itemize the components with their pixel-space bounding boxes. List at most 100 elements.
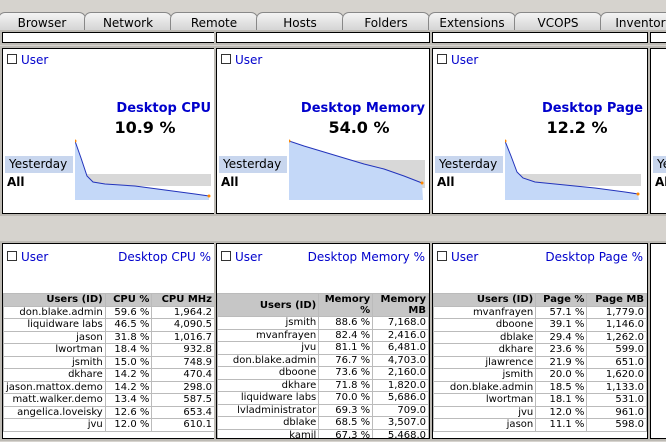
icon	[7, 251, 17, 261]
cell: angelica.loveisky	[3, 405, 106, 419]
sparkline	[289, 139, 425, 200]
tab[interactable]: Hosts	[256, 12, 344, 33]
cell: 11.1 %	[535, 418, 588, 432]
cell: 69.3 %	[318, 403, 374, 417]
cell: 470.4	[151, 368, 215, 382]
user-link[interactable]: User	[451, 53, 479, 67]
sparkline	[75, 139, 211, 200]
table-row: don.blake.admin 76.7 % 4,703.0	[217, 353, 429, 367]
cell: dblake	[433, 330, 537, 344]
start-dot	[289, 139, 291, 143]
end-dot	[420, 181, 424, 185]
row-strip	[216, 32, 430, 43]
icon	[7, 54, 17, 64]
tab[interactable]: VCOPS	[514, 12, 602, 33]
cell: jvu	[3, 418, 106, 432]
table-row: dkhare 71.8 % 1,820.0	[217, 378, 429, 392]
user-table: Users (ID) Page % Page MB mvanfrayen 57.1 % 1…	[433, 293, 647, 432]
cell: 653.4	[151, 405, 215, 419]
summary-panel: User Desktop Page 12.2 % Yesterday All	[432, 48, 648, 214]
table-panel: User Desktop Page % Users (ID) Page % Page M…	[432, 243, 648, 439]
cell: 748.9	[151, 355, 215, 369]
cell: 1,620.0	[586, 368, 647, 382]
cell: 709.0	[372, 403, 429, 417]
user-table: Users (ID) Memory % Memory MB jsmith 88.6 % 7…	[217, 293, 429, 438]
cell: dkhare	[217, 378, 320, 392]
table-row: jvu 12.0 % 610.1	[3, 418, 215, 432]
table-row: jlawrence 21.9 % 651.0	[433, 355, 647, 369]
table-row: dkhare 14.2 % 470.4	[3, 368, 215, 382]
metric-title: Desktop Page	[541, 101, 643, 116]
tab[interactable]: Inventory	[600, 12, 666, 33]
cell: don.blake.admin	[433, 380, 537, 394]
cell: 7,168.0	[372, 316, 429, 330]
cell: 1,016.7	[151, 330, 215, 344]
cell: 6,481.0	[372, 341, 429, 355]
period: Yesterday	[653, 156, 666, 173]
area	[505, 141, 639, 200]
cell: 2,160.0	[372, 366, 429, 380]
cell: mvanfrayen	[217, 328, 320, 342]
scope: All	[655, 175, 666, 189]
tab[interactable]: Folders	[342, 12, 430, 33]
header-row: Users (ID) Page % Page MB	[433, 293, 647, 307]
cell: 71.8 %	[318, 378, 374, 392]
table-title: Desktop Page %	[545, 250, 643, 264]
cell: 68.5 %	[318, 416, 374, 430]
user-link[interactable]: User	[21, 250, 49, 264]
table-row: jsmith 20.0 % 1,620.0	[433, 368, 647, 382]
cell: 587.5	[151, 393, 215, 407]
tab[interactable]: Network	[84, 12, 172, 33]
cell: 21.9 %	[535, 355, 588, 369]
column-header: CPU MHz	[151, 293, 215, 307]
cell: 88.6 %	[318, 316, 374, 330]
cell: jason	[3, 330, 106, 344]
cell: 1,146.0	[586, 318, 647, 332]
tab[interactable]: Remote Display	[170, 12, 258, 33]
cell: 598.0	[586, 418, 647, 432]
cell: jvu	[433, 405, 537, 419]
cell: 1,133.0	[586, 380, 647, 394]
cell: 5,468.0	[372, 428, 429, 438]
table-row: dblake 29.4 % 1,262.0	[433, 330, 647, 344]
row-strip	[432, 32, 648, 43]
cell: liquidware labs	[217, 391, 320, 405]
user-link[interactable]: User	[235, 250, 263, 264]
column-header: CPU %	[104, 293, 153, 307]
icon	[221, 251, 231, 261]
table-row: kamil 67.3 % 5,468.0	[217, 428, 429, 438]
table-panel	[650, 243, 666, 439]
table-title: Desktop CPU %	[118, 250, 211, 264]
area	[75, 141, 209, 200]
table-row: jvu 81.1 % 6,481.0	[217, 341, 429, 355]
cell: don.blake.admin	[217, 353, 320, 367]
row-strip	[2, 32, 216, 43]
cell: 12.0 %	[104, 418, 153, 432]
end-dot	[207, 194, 211, 198]
user-link[interactable]: User	[235, 53, 263, 67]
table-row: jason 11.1 % 598.0	[433, 418, 647, 432]
table-row: jason.mattox.demo 14.2 % 298.0	[3, 380, 215, 394]
summary-panel: Yesterday All	[650, 48, 666, 214]
cell: 82.4 %	[318, 328, 374, 342]
user-link[interactable]: User	[21, 53, 49, 67]
scope: All	[221, 175, 239, 189]
tab[interactable]: Extensions	[428, 12, 516, 33]
cell: 31.8 %	[104, 330, 153, 344]
user-link[interactable]: User	[451, 250, 479, 264]
period: Yesterday	[435, 156, 503, 173]
tab[interactable]: Browser	[0, 12, 86, 33]
cell: 1,779.0	[586, 305, 647, 319]
cell: lwortman	[433, 393, 537, 407]
cell: 610.1	[151, 418, 215, 432]
cell: 23.6 %	[535, 343, 588, 357]
cell: 39.1 %	[535, 318, 588, 332]
cell: dboone	[217, 366, 320, 380]
cell: 1,820.0	[372, 378, 429, 392]
table-row: dblake 68.5 % 3,507.0	[217, 416, 429, 430]
cell: kamil	[217, 428, 320, 438]
table-row: mvanfrayen 82.4 % 2,416.0	[217, 328, 429, 342]
sparkline	[505, 139, 641, 200]
end-dot	[636, 192, 640, 196]
cell: 70.0 %	[318, 391, 374, 405]
